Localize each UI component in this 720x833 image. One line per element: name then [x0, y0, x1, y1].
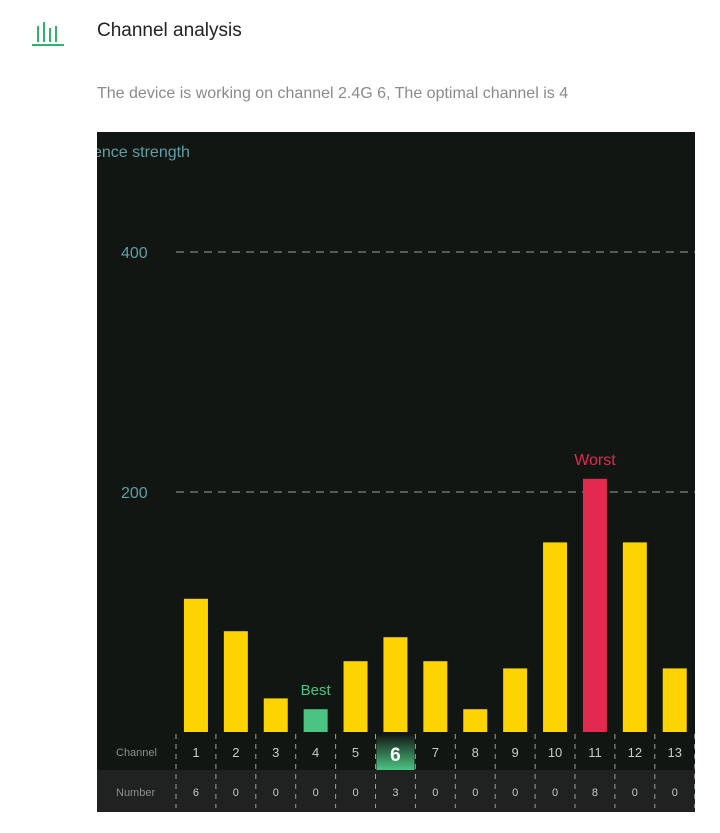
- bar-channel-5: [343, 661, 368, 732]
- chart-panel: ence strength Channel Number 200 400 1 6 2 0 3…: [97, 132, 695, 812]
- channel-tick-label: 1: [192, 745, 199, 760]
- current-channel-highlight: [376, 734, 415, 770]
- number-value: 0: [512, 787, 518, 799]
- row-label-channel: Channel: [116, 747, 157, 759]
- number-value: 0: [352, 787, 358, 799]
- channel-tick-label: 5: [352, 745, 359, 760]
- channel-tick-label: 12: [628, 745, 642, 760]
- bar-channel-6: [383, 637, 408, 732]
- number-value: 0: [233, 787, 239, 799]
- channel-tick-label: 11: [588, 745, 602, 760]
- page-title: Channel analysis: [97, 20, 242, 41]
- status-text: The device is working on channel 2.4G 6,…: [97, 85, 569, 102]
- bar-channel-12: [622, 542, 647, 732]
- number-row-background: [97, 770, 695, 812]
- number-value: 0: [432, 787, 438, 799]
- channel-tick-label: 7: [432, 745, 439, 760]
- channel-tick-label: 4: [312, 745, 319, 760]
- bar-channel-9: [503, 668, 528, 732]
- bar-channel-4: [303, 709, 328, 732]
- bar-channel-1: [183, 598, 208, 732]
- number-value: 0: [273, 787, 279, 799]
- y-tick-label-200: 200: [121, 485, 148, 502]
- number-value: 6: [193, 787, 199, 799]
- channel-tick-label: 6: [390, 745, 401, 766]
- number-value: 0: [472, 787, 478, 799]
- best-label: Best: [301, 682, 332, 699]
- channel-tick-label: 10: [548, 745, 562, 760]
- channel-tick-label: 8: [472, 745, 479, 760]
- number-value: 3: [392, 787, 398, 799]
- channel-tick-label: 9: [512, 745, 519, 760]
- number-value: 0: [552, 787, 558, 799]
- bar-channel-3: [263, 698, 288, 732]
- number-value: 8: [592, 787, 598, 799]
- worst-label: Worst: [574, 452, 616, 469]
- bar-channel-7: [423, 661, 448, 732]
- number-value: 0: [632, 787, 638, 799]
- number-value: 0: [313, 787, 319, 799]
- row-label-number: Number: [116, 787, 155, 799]
- bar-channel-13: [662, 668, 687, 732]
- channel-bar-chart: ence strength Channel Number 20040016203…: [97, 144, 695, 812]
- bar-chart-icon: [32, 22, 64, 46]
- channel-tick-label: 2: [232, 745, 239, 760]
- bar-channel-11: [582, 478, 607, 732]
- bar-channel-8: [463, 709, 488, 732]
- y-axis-label: ence strength: [97, 144, 190, 161]
- number-value: 0: [672, 787, 678, 799]
- y-tick-label-400: 400: [121, 245, 148, 262]
- bar-channel-10: [543, 542, 568, 732]
- channel-tick-label: 3: [272, 745, 279, 760]
- bar-channel-2: [223, 631, 248, 732]
- channel-tick-label: 13: [668, 745, 682, 760]
